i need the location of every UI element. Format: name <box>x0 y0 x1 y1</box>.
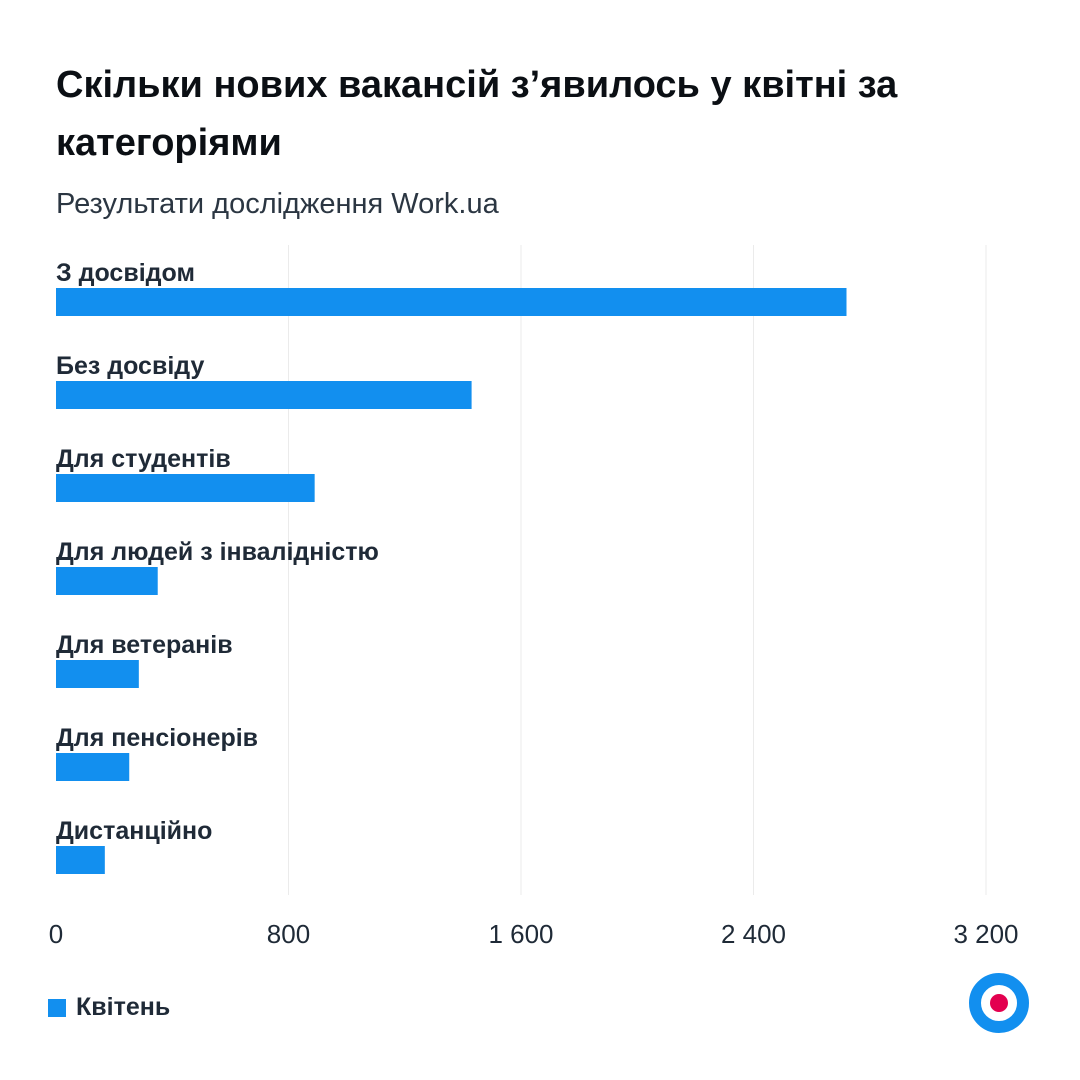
legend: Квітень <box>48 993 170 1022</box>
category-label: З досвідом <box>56 259 195 287</box>
x-tick-label: 800 <box>267 919 310 949</box>
bar <box>56 567 158 595</box>
x-tick-label: 2 400 <box>721 919 786 949</box>
category-label: Дистанційно <box>56 817 212 845</box>
chart-title: Скільки нових вакансій з’явилось у квітн… <box>56 64 898 164</box>
x-tick-label: 3 200 <box>953 919 1018 949</box>
bar <box>56 474 315 502</box>
category-label: Для студентів <box>56 445 231 473</box>
bar <box>56 381 472 409</box>
x-tick-label: 0 <box>49 919 63 949</box>
bar <box>56 660 139 688</box>
chart-subtitle: Результати дослідження Work.ua <box>56 188 499 220</box>
category-label: Без досвіду <box>56 352 204 380</box>
bar-chart: З досвідом Без досвіду Для студентів Для лю… <box>49 245 1019 949</box>
bar <box>56 846 105 874</box>
category-label: Для людей з інвалідністю <box>56 538 379 566</box>
category-label: Для пенсіонерів <box>56 724 258 752</box>
x-tick-label: 1 600 <box>488 919 553 949</box>
legend-label: Квітень <box>76 993 171 1021</box>
bar <box>56 288 847 316</box>
legend-swatch <box>48 998 66 1017</box>
work-ua-logo-icon <box>969 973 1029 1033</box>
category-label: Для ветеранів <box>56 631 233 659</box>
bar <box>56 753 130 781</box>
